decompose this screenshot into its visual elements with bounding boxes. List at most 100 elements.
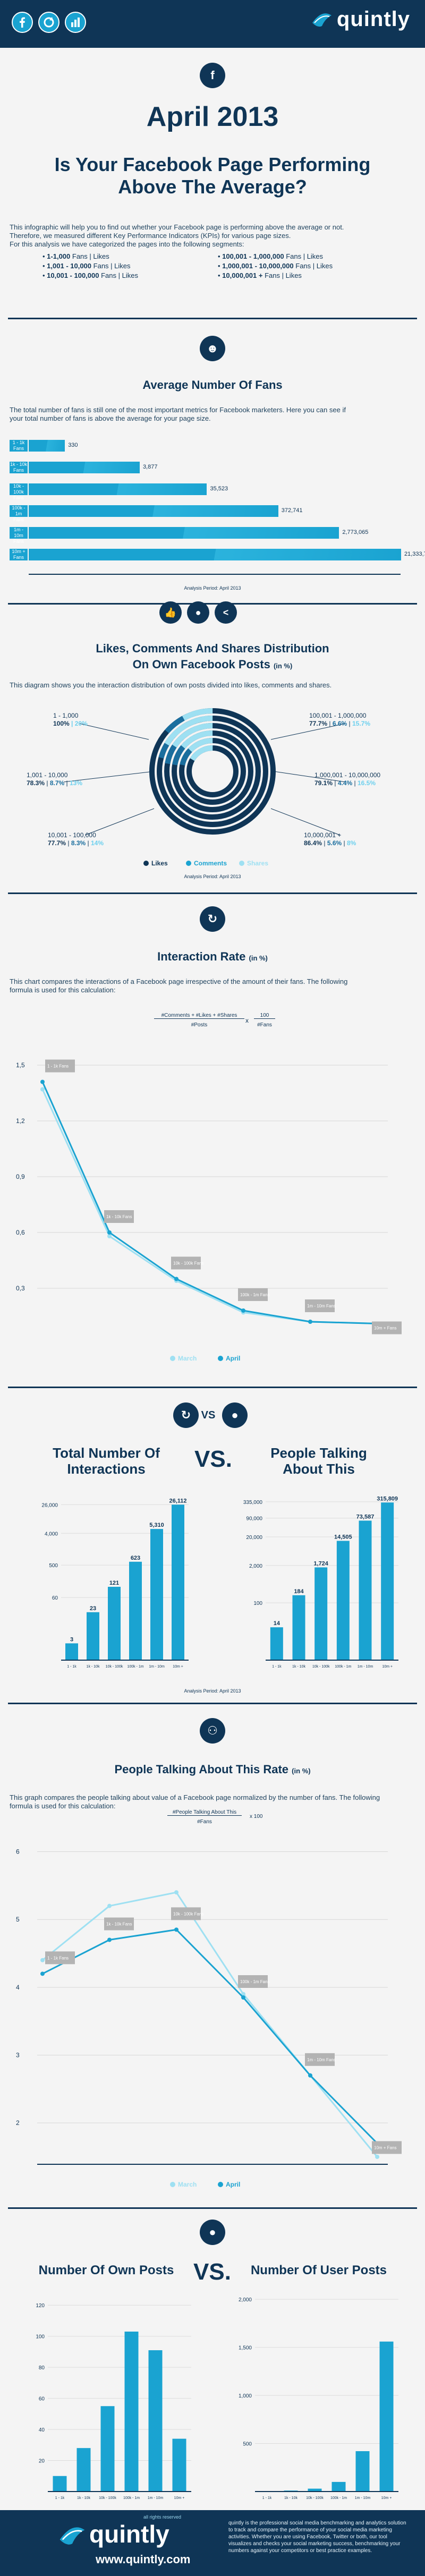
people-section-icon: ⚇ (200, 1718, 225, 1744)
page-title-line2: Above The Average? (118, 176, 307, 198)
callout-label: 1 - 1k Fans (47, 1956, 69, 1960)
footer-brand[interactable]: quintly (58, 2520, 169, 2548)
refresh-icon[interactable] (38, 12, 60, 33)
callout-box (171, 1256, 201, 1270)
user-posts-y-tick: 1,500 (239, 2345, 252, 2351)
footer-about: quintly is the professional social media… (228, 2520, 406, 2554)
user-posts-y-tick: 2,000 (239, 2297, 252, 2303)
interactions-bar (172, 1504, 184, 1660)
own-posts-y-tick: 40 (39, 2427, 45, 2433)
chat-section-icon-2: ● (200, 2220, 225, 2245)
brand-logo[interactable]: quintly (311, 7, 410, 31)
page-title-line1: Is Your Facebook Page Performing (54, 154, 371, 175)
distribution-segment (186, 745, 239, 797)
ptat-formula-numerator: #People Talking About This (167, 1809, 242, 1816)
fans-bar (29, 549, 401, 560)
chart-icon[interactable] (65, 12, 86, 33)
header: quintly (0, 0, 425, 48)
user-posts-category-label: 1m - 10m (355, 2496, 371, 2500)
fans-value-label: 35,523 (210, 486, 228, 492)
interactions-value-label: 623 (131, 1555, 140, 1561)
people-talking-y-tick: 335,000 (243, 1500, 263, 1506)
formula-numerator: #Comments + #Likes + #Shares (154, 1013, 244, 1019)
legend-march-2: March (170, 2181, 197, 2188)
callout-box (104, 1210, 134, 1223)
distribution-title-line2: On Own Facebook Posts (in %) (132, 658, 293, 671)
people-talking-bar (270, 1627, 283, 1660)
footer-url[interactable]: www.quintly.com (96, 2553, 191, 2566)
fans-bar (29, 462, 140, 473)
chat-section-icon: ● (222, 1402, 248, 1428)
comment-icon: ● (187, 601, 209, 624)
refresh-section-icon: ↻ (200, 906, 225, 932)
callout-box (305, 1299, 335, 1312)
fans-category-label: 1m - 10m Fans (10, 527, 28, 544)
ptat-formula-multiply: x 100 (250, 1814, 263, 1820)
fans-bar (29, 527, 339, 539)
posts-right-title: Number Of User Posts (250, 2263, 387, 2277)
user-section-icon: ☻ (200, 336, 225, 361)
user-posts-category-label: 1k - 10k (284, 2496, 298, 2500)
callout-box (45, 1951, 75, 1965)
own-posts-y-tick: 60 (39, 2396, 45, 2402)
y-tick-label: 1,2 (16, 1117, 25, 1125)
section-divider (8, 892, 417, 894)
people-talking-bar (314, 1567, 328, 1660)
facebook-icon[interactable] (12, 12, 33, 33)
interactions-category-label: 100k - 1m (127, 1665, 143, 1669)
people-talking-category-label: 1m - 10m (358, 1665, 373, 1669)
y-tick-label: 0,9 (16, 1173, 25, 1180)
section-divider (8, 1387, 417, 1388)
own-posts-bar (148, 2350, 163, 2492)
own-posts-category-label: 100k - 1m (123, 2496, 140, 2500)
ptat-line-chart: 6 5 4 3 2 1 - 1k Fans 1k - 10k Fans 10k - 100k … (16, 1848, 402, 2165)
fans-paragraph-2: your total number of fans is above the a… (10, 414, 211, 422)
people-talking-y-tick: 90,000 (246, 1516, 262, 1522)
footer-leaf-icon (60, 2527, 85, 2545)
fans-category-label: 1k - 10k Fans (10, 462, 28, 473)
callout-label: 100k - 1m Fans (240, 1293, 270, 1297)
people-talking-value-label: 1,724 (313, 1560, 328, 1567)
own-posts-category-label: 1 - 1k (55, 2496, 65, 2500)
interaction-rate-title: Interaction Rate (in %) (157, 950, 268, 963)
callout-box (171, 1907, 201, 1920)
distribution-leader-line (270, 723, 346, 740)
interactions-value-label: 121 (109, 1580, 119, 1586)
interactions-value-label: 5,310 (149, 1522, 164, 1528)
fans-value-label: 330 (68, 442, 78, 448)
interactions-category-label: 10m + (173, 1665, 183, 1669)
distribution-segment (157, 716, 268, 827)
callout-label: 1k - 10k Fans (106, 1922, 132, 1926)
fans-bar (29, 440, 65, 452)
section-divider (8, 603, 417, 605)
distribution-leader-line (63, 771, 155, 783)
callout-label: 1 - 1k Fans (47, 1064, 69, 1069)
callout-label: 1k - 10k Fans (106, 1214, 132, 1219)
ptat-paragraph-2: formula is used for this calculation: (10, 1802, 116, 1810)
interaction-rate-paragraph-2: formula is used for this calculation: (10, 986, 116, 994)
totals-bar-charts: 26,000 4,000 500 60 3 1 - 1k 23 1k - 10k 121 10k … (41, 1495, 398, 1669)
vs-small: VS (201, 1409, 216, 1421)
interactions-bar (150, 1529, 163, 1660)
fans-category-label: 100k - 1m Fans (10, 505, 28, 522)
distribution-analysis-period: Analysis Period: April 2013 (184, 874, 241, 879)
callout-label: 100k - 1m Fans (240, 1979, 270, 1984)
fans-category-label: 1 - 1k Fans (10, 440, 28, 452)
distribution-segment (164, 723, 261, 820)
ptat-paragraph-1: This graph compares the people talking a… (10, 1793, 380, 1801)
segment-item: • 1,001 - 10,000 Fans | Likes (42, 262, 131, 270)
segment-item: • 100,001 - 1,000,000 Fans | Likes (218, 252, 324, 260)
interactions-category-label: 1m - 10m (149, 1665, 165, 1669)
interaction-rate-paragraph-1: This chart compares the interactions of … (10, 977, 348, 985)
distribution-label: 10,001 - 100,000 77.7% | 8.3% | 14% (48, 831, 104, 847)
people-talking-category-label: 100k - 1m (335, 1665, 351, 1669)
own-posts-y-tick: 100 (36, 2334, 45, 2340)
distribution-leader-line (273, 771, 346, 783)
data-point (40, 1079, 45, 1084)
interactions-bar (65, 1643, 78, 1660)
data-point (107, 1234, 112, 1238)
y-tick-label: 0,3 (16, 1285, 25, 1292)
legend-april: April (218, 1355, 240, 1362)
data-point (174, 1277, 178, 1281)
interactions-value-label: 26,112 (169, 1498, 186, 1504)
